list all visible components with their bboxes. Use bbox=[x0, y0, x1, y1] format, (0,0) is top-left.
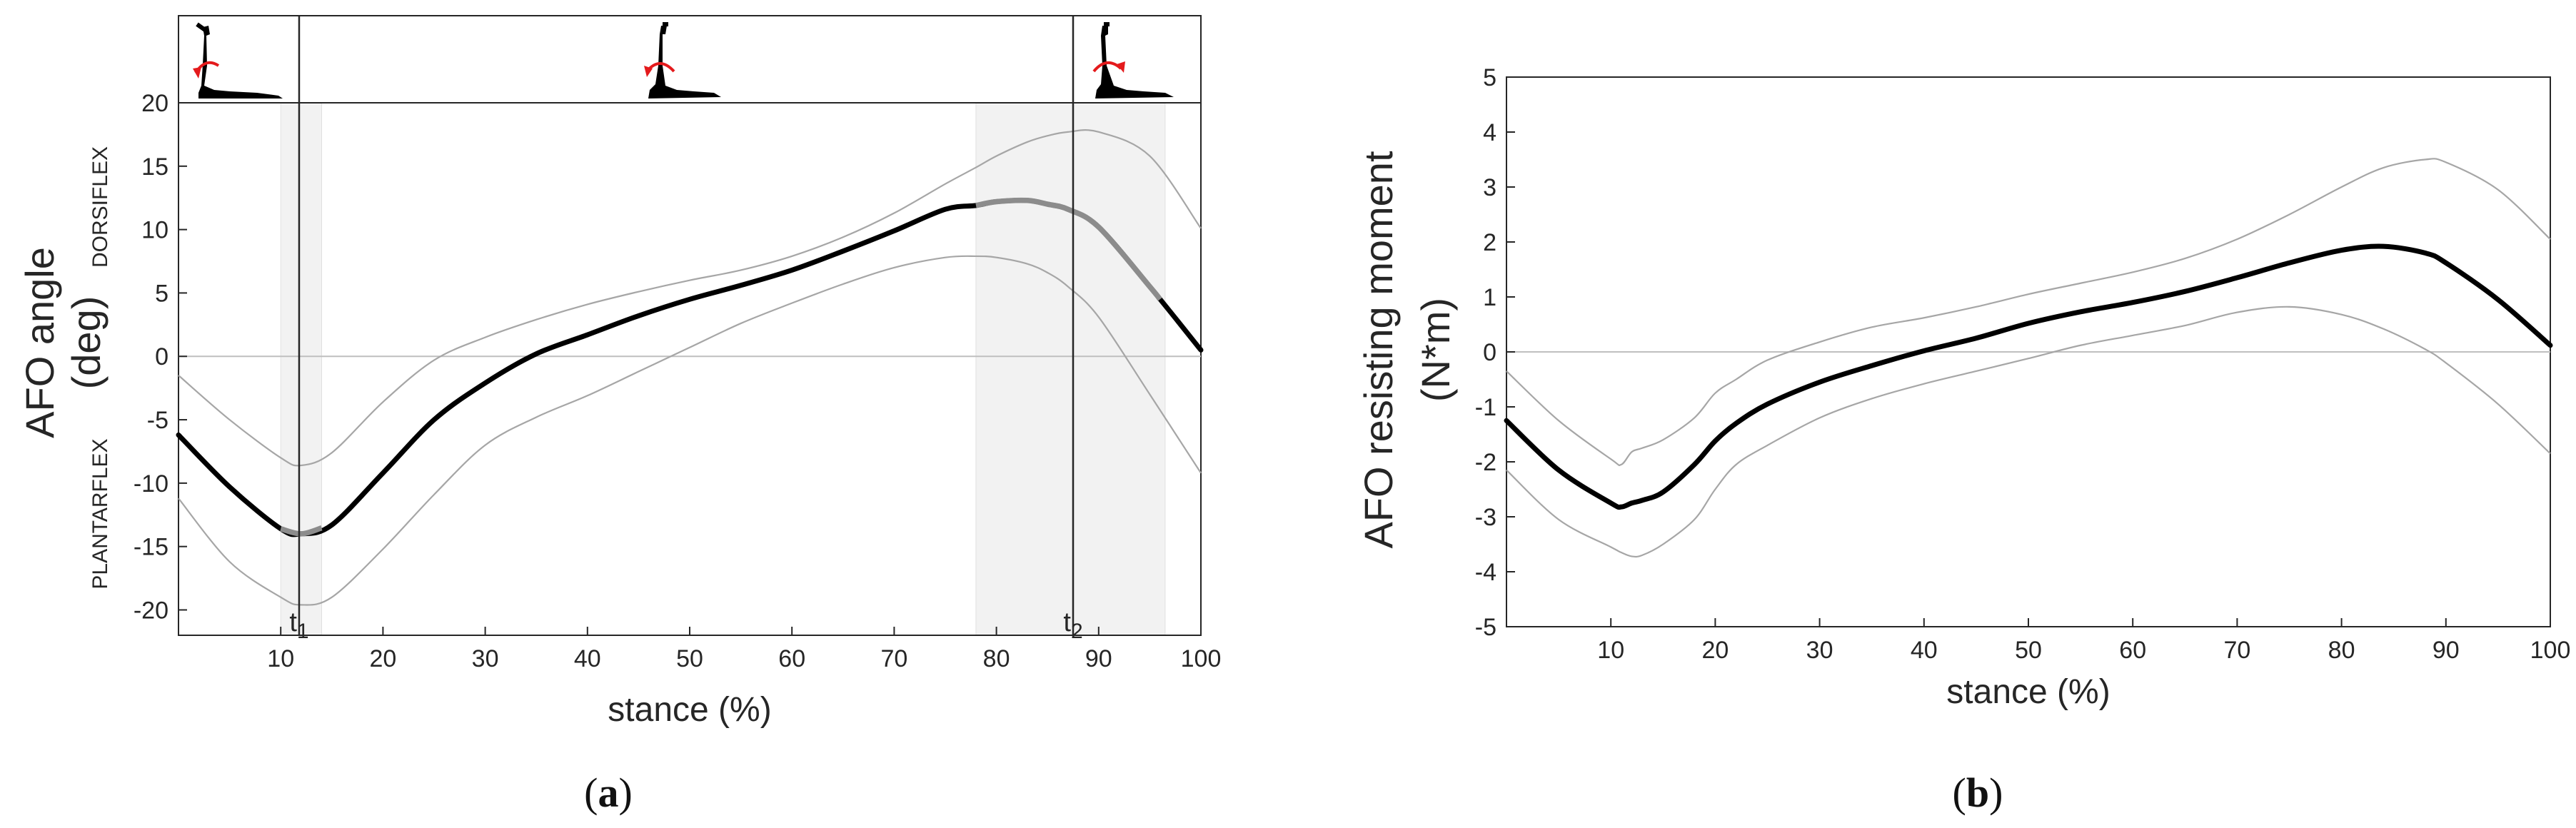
sd-curve-upper bbox=[1506, 158, 2551, 466]
y-tick-label: -4 bbox=[1475, 559, 1496, 586]
ankle-plantarflexion-icon bbox=[193, 22, 283, 99]
x-tick-label: 30 bbox=[472, 645, 499, 672]
y-tick-label: -5 bbox=[1475, 614, 1496, 641]
panel-b-curves bbox=[1504, 158, 2553, 558]
x-tick-label: 10 bbox=[1597, 637, 1624, 664]
plantarflex-label: PLANTARFLEX bbox=[89, 438, 112, 589]
panel-b-y-ticks: -5 -4 -3 -2 -1 0 1 2 3 4 5 bbox=[1475, 64, 1515, 641]
ankle-neutral-icon bbox=[644, 22, 721, 99]
phase-icon-strip bbox=[178, 15, 1202, 104]
y-tick-label: -2 bbox=[1475, 449, 1496, 476]
y-tick-label: 15 bbox=[141, 153, 168, 181]
sd-curve-upper bbox=[178, 129, 1202, 467]
y-tick-label: -3 bbox=[1475, 504, 1496, 531]
panel-a-y-label: AFO angle bbox=[17, 247, 62, 438]
highlight-band bbox=[280, 102, 322, 636]
panel-b-y-label-unit: (N*m) bbox=[1413, 298, 1458, 402]
y-tick-label: -1 bbox=[1475, 394, 1496, 421]
y-tick-label: 3 bbox=[1483, 174, 1496, 201]
mean-curve bbox=[1504, 243, 2553, 510]
x-tick-label: 40 bbox=[1911, 637, 1938, 664]
y-tick-label: 10 bbox=[141, 217, 168, 244]
x-tick-label: 70 bbox=[880, 645, 907, 672]
mean-curve-highlight bbox=[280, 525, 323, 537]
panel-b-x-label: stance (%) bbox=[1946, 673, 2110, 711]
x-tick-label: 30 bbox=[1806, 637, 1833, 664]
panel-a-chart: t1 t2 10 20 30 40 50 60 70 80 90 100 -20 -15 -10 -5 0 5… bbox=[17, 15, 1221, 816]
panel-a-x-label: stance (%) bbox=[608, 691, 771, 729]
y-tick-label: 2 bbox=[1483, 229, 1496, 256]
panel-a-event-lines: t1 t2 bbox=[289, 16, 1083, 643]
x-tick-label: 80 bbox=[2328, 637, 2355, 664]
y-tick-label: 20 bbox=[141, 90, 168, 117]
panel-b-x-ticks: 10 20 30 40 50 60 70 80 90 100 bbox=[1597, 618, 2570, 664]
x-tick-label: 40 bbox=[574, 645, 601, 672]
panel-a-caption: (a) bbox=[584, 769, 633, 816]
panel-b-caption: (b) bbox=[1953, 769, 2003, 816]
x-tick-label: 90 bbox=[2432, 637, 2460, 664]
y-tick-label: -15 bbox=[134, 534, 168, 561]
sd-curve-lower bbox=[178, 255, 1202, 606]
panel-b-chart: 10 20 30 40 50 60 70 80 90 100 -5 -4 -3 -2 -1 0 1 2 3 4 5 s… bbox=[1356, 64, 2570, 816]
y-tick-label: -10 bbox=[134, 470, 168, 498]
x-tick-label: 10 bbox=[267, 645, 294, 672]
y-tick-label: 4 bbox=[1483, 119, 1496, 146]
panel-a-bands bbox=[280, 102, 1166, 636]
sd-curve-lower bbox=[1506, 306, 2551, 558]
event-label-t1: t1 bbox=[289, 607, 308, 643]
x-tick-label: 100 bbox=[1181, 645, 1222, 672]
mean-curve-highlight bbox=[975, 197, 1162, 301]
panel-b-y-label: AFO resisting moment bbox=[1356, 151, 1401, 548]
dorsiflex-label: DORSIFLEX bbox=[89, 146, 112, 268]
y-tick-label: -5 bbox=[147, 407, 168, 434]
y-tick-label: 5 bbox=[1483, 64, 1496, 91]
x-tick-label: 90 bbox=[1085, 645, 1112, 672]
x-tick-label: 20 bbox=[1701, 637, 1729, 664]
panel-a-x-ticks: 10 20 30 40 50 60 70 80 90 100 bbox=[267, 627, 1221, 672]
y-tick-label: -20 bbox=[134, 597, 168, 624]
y-tick-label: 5 bbox=[155, 280, 168, 307]
ankle-dorsiflexion-icon bbox=[1092, 22, 1174, 99]
panel-a-y-label-unit: (deg) bbox=[64, 296, 109, 390]
x-tick-label: 50 bbox=[676, 645, 703, 672]
x-tick-label: 70 bbox=[2223, 637, 2250, 664]
y-tick-label: 1 bbox=[1483, 284, 1496, 311]
y-tick-label: 0 bbox=[1483, 339, 1496, 366]
panel-a-curves bbox=[176, 129, 1204, 606]
x-tick-label: 20 bbox=[369, 645, 396, 672]
x-tick-label: 100 bbox=[2530, 637, 2571, 664]
x-tick-label: 60 bbox=[778, 645, 805, 672]
x-tick-label: 80 bbox=[983, 645, 1010, 672]
event-label-t2: t2 bbox=[1063, 607, 1082, 643]
y-tick-label: 0 bbox=[155, 343, 168, 370]
x-tick-label: 50 bbox=[2015, 637, 2042, 664]
panel-a-y-ticks: -20 -15 -10 -5 0 5 10 15 20 bbox=[134, 90, 187, 624]
highlight-band bbox=[975, 102, 1166, 636]
x-tick-label: 60 bbox=[2119, 637, 2146, 664]
